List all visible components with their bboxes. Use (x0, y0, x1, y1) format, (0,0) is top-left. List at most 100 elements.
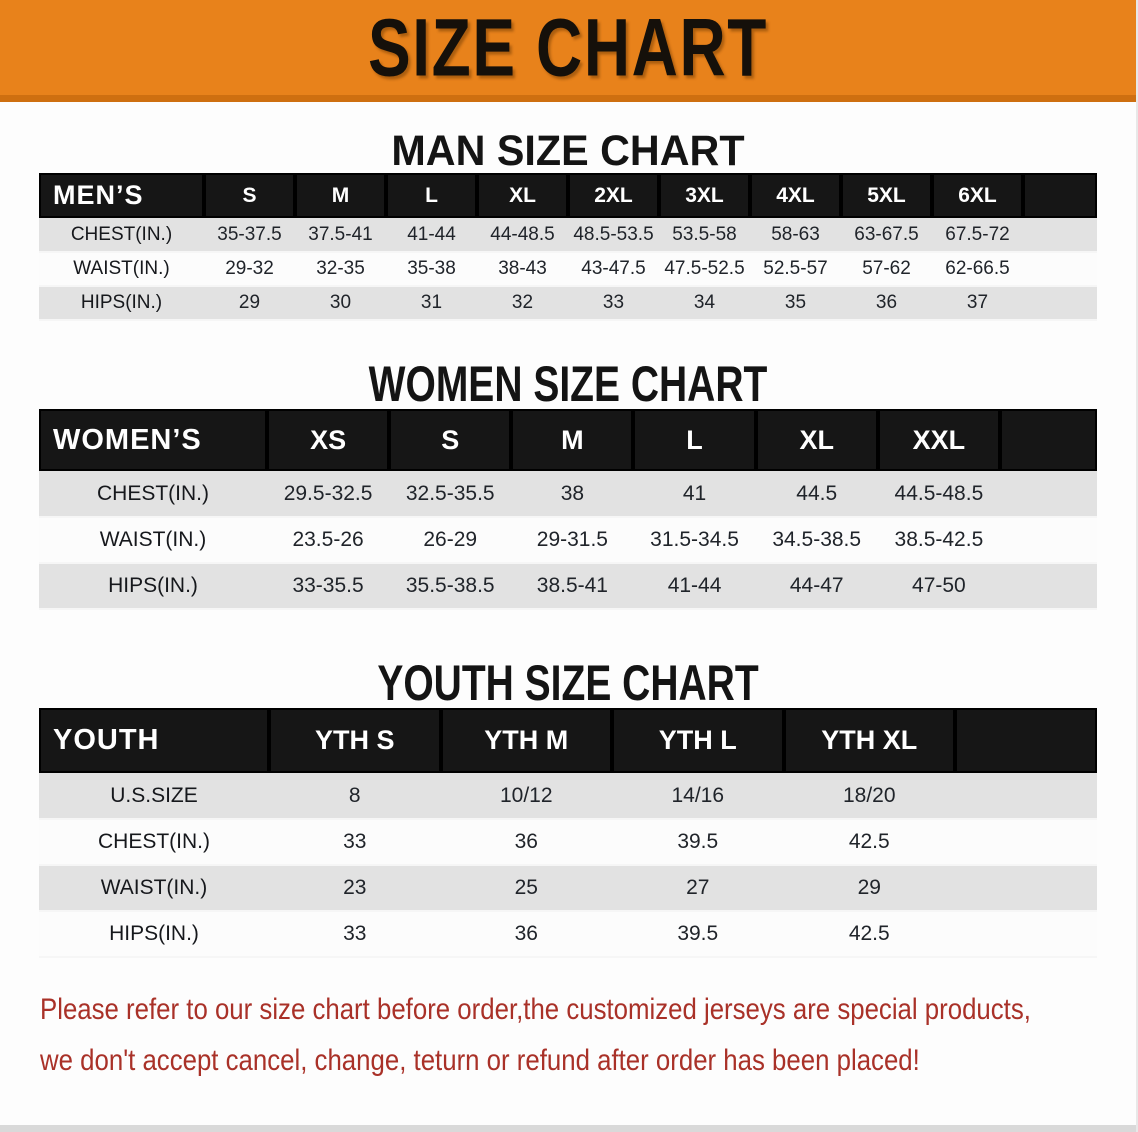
size-column-header: XS (267, 409, 390, 471)
measure-value-cell: 36 (514, 922, 538, 945)
measure-value-cell: 39.5 (677, 830, 719, 853)
measure-row-label: HIPS(IN.) (80, 292, 163, 313)
measure-value-cell: 38.5-41 (536, 574, 608, 597)
size-column-header: 6XL (932, 173, 1023, 218)
measure-value-cell: 44.5 (796, 481, 838, 505)
size-column-header: YTH L (612, 708, 784, 773)
header-filler-cell (955, 708, 1097, 773)
page-title: SIZE CHART (368, 1, 768, 93)
women-section-heading: WOMEN SIZE CHART (368, 356, 768, 412)
disclaimer-line-1: Please refer to our size chart before or… (40, 993, 1031, 1026)
measure-value-cell: 29-31.5 (536, 528, 608, 551)
measure-value-cell: 29-32 (225, 258, 274, 279)
measure-value-cell: 23.5-26 (292, 528, 364, 551)
table-header-row: YOUTH YTH S YTH M YTH L YTH XL (39, 708, 1097, 773)
measure-value-cell: 38-43 (498, 258, 547, 279)
women-size-table: WOMEN’S XS S M L XL XXL CHEST(IN.) 29.5-32.5 32… (39, 409, 1097, 610)
measure-value-cell: 36 (875, 292, 898, 313)
disclaimer-text: Please refer to our size chart before or… (40, 984, 1031, 1086)
size-column-header: XL (477, 173, 568, 218)
measure-value-cell: 44.5-48.5 (894, 481, 984, 505)
measure-value-cell: 41 (682, 481, 707, 505)
men-section-heading: MAN SIZE CHART (391, 127, 745, 175)
header-filler-cell (1023, 173, 1097, 218)
section-women: WOMEN SIZE CHART WOMEN’S XS S M L XL XXL CHES… (0, 359, 1136, 610)
table-header-row: MEN’S S M L XL 2XL 3XL 4XL 5XL 6XL (39, 173, 1097, 218)
size-column-header: 2XL (568, 173, 659, 218)
measure-value-cell: 25 (514, 876, 538, 899)
measure-value-cell: 31.5-34.5 (650, 528, 739, 551)
size-column-header: 3XL (659, 173, 750, 218)
size-chart-banner: SIZE CHART (0, 0, 1136, 102)
youth-section-heading: YOUTH SIZE CHART (377, 655, 759, 711)
measure-value-cell: 27 (686, 876, 710, 899)
measure-row-label: WAIST(IN.) (73, 258, 170, 279)
measure-row-label: WAIST(IN.) (99, 528, 207, 551)
men-corner-label: MEN’S (39, 173, 204, 218)
section-men: MAN SIZE CHART MEN’S S M L XL 2XL 3XL 4XL 5XL 6X… (0, 130, 1136, 321)
bottom-edge-strip (0, 1125, 1136, 1132)
measure-value-cell: 39.5 (677, 922, 719, 945)
row-filler-cell (1000, 517, 1097, 563)
measure-value-cell: 37 (966, 292, 989, 313)
measure-value-cell: 35-38 (407, 258, 456, 279)
table-header-row: WOMEN’S XS S M L XL XXL (39, 409, 1097, 471)
measure-value-cell: 38 (560, 481, 585, 505)
size-column-header: S (204, 173, 295, 218)
measure-value-cell: 26-29 (423, 528, 478, 551)
section-youth: YOUTH SIZE CHART YOUTH YTH S YTH M YTH L YT… (0, 658, 1136, 958)
measure-row-label: WAIST(IN.) (100, 876, 208, 899)
measure-value-cell: 32.5-35.5 (405, 481, 495, 505)
measure-value-cell: 58-63 (771, 223, 820, 245)
table-row: CHEST(IN.) 29.5-32.5 32.5-35.5 38 41 44.5 44.5… (39, 471, 1097, 517)
measure-value-cell: 42.5 (848, 922, 890, 945)
table-row: HIPS(IN.) 29 30 31 32 33 34 35 36 37 (39, 286, 1097, 320)
size-column-header: 4XL (750, 173, 841, 218)
row-filler-cell (955, 773, 1097, 819)
table-row: U.S.SIZE 8 10/12 14/16 18/20 (39, 773, 1097, 819)
measure-row-label: CHEST(IN.) (97, 481, 209, 505)
measure-value-cell: 47.5-52.5 (664, 258, 745, 279)
measure-value-cell: 37.5-41 (308, 223, 373, 245)
measure-row-label: CHEST(IN.) (70, 223, 173, 245)
youth-size-table: YOUTH YTH S YTH M YTH L YTH XL U.S.SIZE 8 10/… (39, 708, 1097, 958)
measure-value-cell: 36 (514, 830, 538, 853)
measure-value-cell: 35-37.5 (217, 223, 282, 245)
measure-value-cell: 33-35.5 (292, 574, 364, 597)
size-column-header: YTH M (440, 708, 612, 773)
measure-value-cell: 35 (784, 292, 807, 313)
size-column-header: YTH XL (783, 708, 955, 773)
measure-value-cell: 32-35 (316, 258, 365, 279)
measure-value-cell: 34.5-38.5 (772, 528, 862, 551)
measure-value-cell: 18/20 (842, 783, 896, 807)
measure-value-cell: 62-66.5 (945, 258, 1010, 279)
measure-value-cell: 41-44 (407, 223, 456, 245)
men-size-table: MEN’S S M L XL 2XL 3XL 4XL 5XL 6XL CHEST(IN.) 35-… (39, 173, 1097, 321)
measure-value-cell: 32 (511, 292, 534, 313)
size-column-header: 5XL (841, 173, 932, 218)
measure-value-cell: 67.5-72 (945, 223, 1010, 245)
table-row: WAIST(IN.) 23.5-26 26-29 29-31.5 31.5-34.5 34… (39, 517, 1097, 563)
measure-value-cell: 29 (857, 876, 881, 899)
youth-corner-label: YOUTH (39, 708, 269, 773)
measure-value-cell: 33 (343, 922, 367, 945)
table-row: CHEST(IN.) 33 36 39.5 42.5 (39, 819, 1097, 865)
measure-value-cell: 42.5 (848, 830, 890, 853)
table-row: WAIST(IN.) 23 25 27 29 (39, 865, 1097, 911)
size-column-header: M (511, 409, 634, 471)
row-filler-cell (955, 911, 1097, 957)
measure-value-cell: 30 (329, 292, 352, 313)
measure-value-cell: 57-62 (862, 258, 911, 279)
size-column-header: XXL (877, 409, 1000, 471)
women-corner-label: WOMEN’S (39, 409, 267, 471)
measure-value-cell: 53.5-58 (672, 223, 737, 245)
measure-value-cell: 35.5-38.5 (405, 574, 495, 597)
measure-value-cell: 44-48.5 (490, 223, 555, 245)
measure-row-label: HIPS(IN.) (109, 922, 199, 945)
measure-value-cell: 48.5-53.5 (573, 223, 654, 245)
size-column-header: M (295, 173, 386, 218)
header-filler-cell (1000, 409, 1097, 471)
measure-value-cell: 52.5-57 (763, 258, 828, 279)
measure-value-cell: 33 (602, 292, 625, 313)
size-column-header: S (389, 409, 512, 471)
